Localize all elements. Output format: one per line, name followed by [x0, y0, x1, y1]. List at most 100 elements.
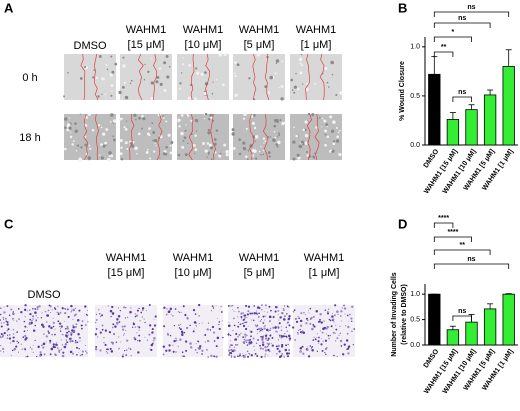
- cell-speck: [98, 55, 102, 58]
- cell-stain: [37, 317, 39, 319]
- cell-stain: [173, 324, 176, 327]
- cell-stain: [320, 321, 323, 324]
- cell-speck: [339, 129, 341, 132]
- cell-stain: [195, 325, 197, 327]
- cell-speck: [185, 124, 187, 126]
- cell-speck: [109, 121, 112, 123]
- cell-stain: [8, 314, 11, 317]
- cell-speck: [195, 130, 198, 132]
- cell-stain: [206, 339, 210, 343]
- cell-stain: [17, 308, 20, 310]
- cell-stain: [183, 355, 185, 358]
- cell-stain: [0, 307, 2, 310]
- cell-stain: [153, 318, 155, 320]
- cell-stain: [6, 321, 9, 324]
- bar: [483, 94, 497, 146]
- cell-stain: [230, 349, 232, 351]
- cell-speck: [107, 157, 111, 162]
- cell-stain: [58, 351, 60, 353]
- cell-stain: [34, 324, 37, 327]
- cell-stain: [61, 344, 64, 346]
- cell-stain: [282, 318, 286, 321]
- cell-speck: [291, 89, 294, 91]
- cell-stain: [5, 320, 7, 322]
- cell-speck: [119, 152, 123, 156]
- cell-speck: [204, 112, 208, 116]
- cell-stain: [325, 353, 327, 356]
- cell-stain: [122, 328, 125, 331]
- cell-stain: [294, 338, 297, 341]
- cell-speck: [214, 142, 217, 145]
- cell-stain: [264, 315, 266, 317]
- cell-stain: [251, 312, 254, 315]
- cell-stain: [317, 340, 320, 343]
- cell-speck: [76, 144, 80, 147]
- cell-stain: [351, 330, 353, 332]
- cell-stain: [277, 339, 280, 341]
- cell-stain: [26, 327, 28, 328]
- cell-stain: [237, 325, 240, 328]
- cell-speck: [324, 67, 328, 70]
- cell-stain: [54, 333, 56, 336]
- cell-stain: [218, 323, 220, 326]
- cell-stain: [337, 313, 339, 316]
- cell-speck: [106, 68, 109, 71]
- cell-stain: [281, 343, 284, 347]
- cell-speck: [112, 135, 115, 137]
- cell-speck: [329, 115, 333, 119]
- cell-speck: [332, 140, 336, 143]
- cell-speck: [296, 87, 300, 91]
- cell-speck: [187, 96, 192, 100]
- cell-speck: [134, 118, 137, 121]
- cell-speck: [253, 114, 256, 117]
- cell-speck: [169, 144, 172, 147]
- cell-speck: [148, 127, 151, 130]
- cell-speck: [142, 116, 146, 121]
- cell-stain: [316, 350, 319, 353]
- cell-stain: [145, 310, 147, 312]
- cell-speck: [110, 84, 114, 88]
- cell-speck: [179, 82, 182, 85]
- cell-stain: [45, 341, 47, 343]
- cell-stain: [177, 345, 179, 347]
- cell-stain: [241, 318, 243, 320]
- cell-speck: [114, 62, 118, 66]
- cell-stain: [347, 352, 350, 355]
- cell-stain: [134, 313, 136, 315]
- cell-stain: [274, 326, 277, 329]
- cell-stain: [275, 345, 278, 348]
- cell-stain: [286, 313, 288, 315]
- column-header: DMSO: [74, 40, 107, 52]
- cell-stain: [195, 322, 197, 324]
- cell-stain: [336, 356, 338, 358]
- cell-stain: [66, 325, 69, 328]
- cell-stain: [281, 335, 283, 337]
- cell-stain: [6, 323, 9, 326]
- cell-speck: [138, 116, 141, 120]
- cell-stain: [24, 304, 27, 307]
- cell-stain: [211, 310, 213, 312]
- cell-stain: [240, 356, 242, 358]
- cell-stain: [283, 356, 286, 358]
- cell-stain: [228, 354, 230, 356]
- column-header: [10 μM]: [175, 267, 212, 279]
- cell-stain: [16, 340, 18, 342]
- cell-stain: [169, 307, 173, 311]
- cell-speck: [238, 152, 242, 156]
- cell-stain: [34, 339, 36, 341]
- cell-stain: [66, 327, 69, 330]
- cell-stain: [249, 312, 252, 315]
- cell-stain: [105, 351, 108, 353]
- cell-stain: [340, 345, 343, 347]
- cell-stain: [239, 354, 241, 357]
- cell-stain: [120, 341, 122, 343]
- cell-speck: [260, 154, 262, 156]
- cell-stain: [99, 313, 101, 315]
- cell-speck: [254, 140, 256, 142]
- cell-stain: [313, 325, 316, 328]
- cell-stain: [94, 348, 98, 351]
- cell-stain: [283, 305, 286, 307]
- cell-stain: [329, 319, 332, 322]
- cell-stain: [67, 334, 69, 336]
- wound-edge: [314, 113, 320, 161]
